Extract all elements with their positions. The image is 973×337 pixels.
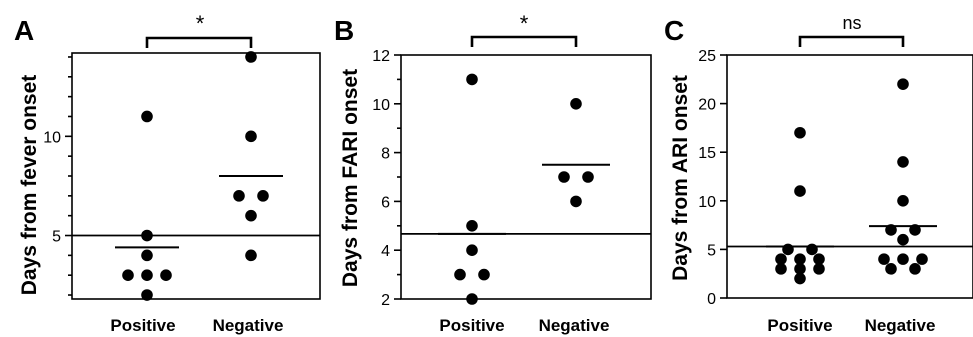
data-point-a-positive (141, 249, 153, 262)
data-point-c-positive (794, 185, 806, 197)
category-label-a-negative: Negative (213, 316, 284, 335)
data-point-b-positive (466, 73, 478, 86)
data-point-b-positive (466, 244, 478, 256)
data-point-a-positive (122, 269, 134, 281)
data-point-a-negative (233, 190, 245, 202)
panel-b: B Days from FARI onset Positive Negative… (334, 11, 652, 335)
data-point-a-positive (141, 269, 153, 281)
plot-area-b: 2 4 6 8 10 12 (372, 35, 652, 309)
data-point-c-negative (885, 263, 897, 275)
data-point-a-negative (257, 190, 269, 202)
y-tick-label-b: 4 (381, 243, 390, 260)
data-point-a-negative (245, 249, 257, 262)
y-tick-label-c: 0 (707, 291, 716, 308)
y-tick-label-c: 5 (707, 242, 716, 259)
category-label-c-positive: Positive (767, 316, 832, 335)
category-label-c-negative: Negative (865, 316, 936, 335)
data-point-c-positive (806, 243, 818, 256)
data-point-c-positive (782, 243, 794, 256)
data-point-b-positive (454, 268, 466, 281)
data-point-a-positive (141, 229, 153, 242)
significance-label-a: * (196, 11, 205, 36)
plot-area-a: 5 10 (43, 36, 321, 301)
data-point-a-negative (245, 209, 257, 222)
y-tick-label-b: 12 (372, 48, 390, 65)
category-label-a-positive: Positive (110, 316, 175, 335)
data-point-a-positive (141, 110, 153, 123)
data-point-c-positive (794, 272, 806, 285)
panel-c: C Days from ARI onset Positive Negative … (664, 13, 973, 335)
data-point-c-negative (897, 156, 909, 168)
significance-bracket-b (470, 35, 578, 47)
y-axis-label-b: Days from FARI onset (339, 69, 362, 287)
y-tick-label-c: 25 (698, 48, 716, 65)
y-axis-label-a: Days from fever onset (18, 75, 41, 296)
data-point-c-positive (775, 263, 787, 275)
data-point-a-negative (245, 51, 257, 63)
panel-a: A Days from fever onset Positive Negativ… (14, 11, 321, 335)
data-point-c-negative (878, 253, 890, 265)
plot-frame-b (400, 54, 652, 300)
data-point-c-negative (897, 195, 909, 207)
data-point-c-negative (897, 253, 909, 265)
y-tick-label-b: 6 (381, 194, 390, 211)
data-point-b-negative (558, 171, 570, 183)
data-point-c-positive (813, 263, 825, 275)
significance-label-b: * (520, 11, 529, 36)
data-point-b-negative (570, 98, 582, 110)
significance-bracket-c (798, 35, 905, 47)
panel-letter-b: B (334, 15, 354, 46)
data-point-c-negative (897, 233, 909, 246)
category-label-b-positive: Positive (439, 316, 504, 335)
data-point-c-negative (897, 78, 909, 90)
y-tick-label-a: 10 (43, 129, 61, 146)
data-point-a-negative (245, 130, 257, 143)
data-point-c-negative (909, 224, 921, 236)
data-point-c-negative (885, 224, 897, 236)
data-point-c-negative (916, 253, 928, 265)
panel-letter-c: C (664, 15, 684, 46)
y-tick-label-c: 10 (698, 194, 716, 211)
data-point-c-positive (794, 263, 806, 275)
data-point-a-positive (141, 289, 153, 301)
data-point-b-positive (466, 220, 478, 232)
significance-bracket-a (145, 36, 253, 48)
y-tick-label-a: 5 (52, 229, 61, 246)
data-point-b-negative (570, 195, 582, 208)
y-tick-label-b: 8 (381, 146, 390, 163)
data-point-b-negative (582, 171, 594, 183)
data-point-c-positive (794, 126, 806, 139)
plot-frame-c (726, 54, 973, 299)
data-point-c-positive (794, 253, 806, 265)
y-tick-label-b: 2 (381, 292, 390, 309)
y-tick-label-c: 15 (698, 145, 716, 162)
data-point-a-positive (160, 269, 172, 281)
category-label-b-negative: Negative (539, 316, 610, 335)
data-point-c-positive (813, 253, 825, 265)
data-point-c-positive (775, 253, 787, 265)
data-point-b-positive (466, 293, 478, 305)
data-point-c-negative (909, 263, 921, 275)
y-tick-label-c: 20 (698, 97, 716, 114)
panel-letter-a: A (14, 15, 34, 46)
y-tick-label-b: 10 (372, 97, 390, 114)
plot-area-c: 0 5 10 15 20 25 (698, 35, 973, 308)
data-point-b-positive (478, 268, 490, 281)
significance-label-c: ns (842, 13, 861, 33)
y-axis-label-c: Days from ARI onset (669, 75, 692, 281)
